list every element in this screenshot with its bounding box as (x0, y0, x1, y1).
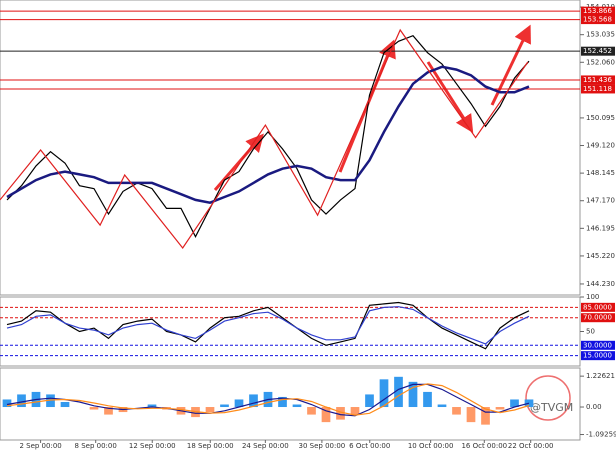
level-label: 151.436 (583, 76, 612, 84)
series-line (6, 383, 530, 417)
level-label-box (581, 351, 615, 361)
x-tick-label: 2 Sep 00:00 (19, 442, 61, 450)
x-tick-label: 22 Oct 00:00 (508, 442, 554, 450)
histogram-bar (292, 404, 302, 408)
y-tick-label: 152.060 (586, 58, 615, 66)
level-label-box (581, 84, 615, 94)
x-tick-label: 12 Sep 00:00 (129, 442, 176, 450)
histogram-bar (249, 394, 258, 408)
histogram-bar (89, 407, 99, 410)
macd-panel (0, 367, 581, 441)
level-label-box (581, 75, 615, 85)
histogram-bar (205, 407, 215, 413)
histogram-bar (495, 407, 505, 410)
histogram-bar (278, 396, 287, 408)
x-tick-label: 6 Oct 00:00 (349, 442, 390, 450)
series-line (6, 65, 530, 204)
highlight-circle (525, 375, 571, 421)
level-label: 85.0000 (583, 303, 612, 311)
arrows (213, 24, 531, 191)
series-line (6, 301, 530, 350)
histogram-bar (510, 399, 519, 408)
level-label-box (581, 340, 615, 350)
histogram-bar (452, 407, 461, 415)
y-tick-label: 153.035 (586, 31, 615, 39)
series-line (6, 306, 530, 345)
histogram-bar (336, 407, 345, 420)
histogram-bar (481, 407, 490, 425)
y-tick-label: 149.120 (586, 142, 615, 150)
x-tick-label: 24 Sep 00:00 (242, 442, 289, 450)
level-label: 153.568 (583, 16, 612, 24)
histogram-bar (394, 376, 403, 408)
histogram-bar (379, 379, 389, 408)
x-tick-label: 30 Sep 00:00 (299, 442, 346, 450)
histogram-bar (437, 404, 447, 408)
level-label-box (581, 6, 615, 16)
histogram-bar (408, 381, 418, 408)
y-tick-label: 146.195 (586, 224, 615, 232)
histogram-bar (321, 407, 331, 423)
level-label: 70.0000 (583, 314, 612, 322)
level-label: 30.0000 (583, 341, 612, 349)
histogram-bar (147, 404, 157, 408)
level-label: 15.0000 (583, 352, 612, 360)
y-tick-label: 147.170 (586, 197, 615, 205)
histogram-bar (46, 394, 55, 408)
y-tick-label: 144.230 (586, 280, 615, 288)
level-label-box (581, 313, 615, 323)
x-tick-label: 16 Oct 00:00 (461, 442, 507, 450)
x-tick-label: 8 Sep 00:00 (75, 442, 117, 450)
y-tick-label: 100 (586, 293, 599, 301)
main-panel (0, 0, 581, 296)
histogram-bar (220, 404, 229, 408)
histogram-bar (104, 407, 113, 415)
y-tick-label: 0.00 (586, 403, 602, 411)
histogram-bar (307, 407, 316, 415)
y-tick-label: 50 (586, 328, 595, 336)
x-tick-label: 18 Sep 00:00 (187, 442, 234, 450)
y-tick-label: 148.145 (586, 169, 615, 177)
x-tick-label: 10 Oct 00:00 (408, 442, 454, 450)
y-tick-label: 1.22621 (586, 372, 615, 380)
level-label: 151.118 (583, 85, 612, 93)
series-line (6, 34, 530, 239)
histogram-bar (423, 391, 432, 408)
histogram-bar (60, 401, 70, 408)
level-label-box (581, 46, 615, 56)
level-label: 152.452 (583, 47, 612, 55)
y-tick-label: -1.09259 (586, 431, 616, 439)
level-label-box (581, 302, 615, 312)
y-tick-label: 145.220 (586, 252, 615, 260)
histogram-bar (17, 394, 26, 408)
histogram-bar (350, 407, 360, 415)
histogram-bar (2, 399, 12, 408)
histogram-bar (365, 394, 374, 408)
series-line (0, 28, 529, 250)
level-label: 153.866 (583, 7, 612, 15)
watermark: @TVGM (530, 401, 573, 414)
histogram-bar (234, 399, 244, 408)
series-line (6, 383, 530, 416)
histogram-bar (466, 407, 476, 423)
y-tick-label: 150.095 (586, 114, 615, 122)
level-label-box (581, 15, 615, 25)
